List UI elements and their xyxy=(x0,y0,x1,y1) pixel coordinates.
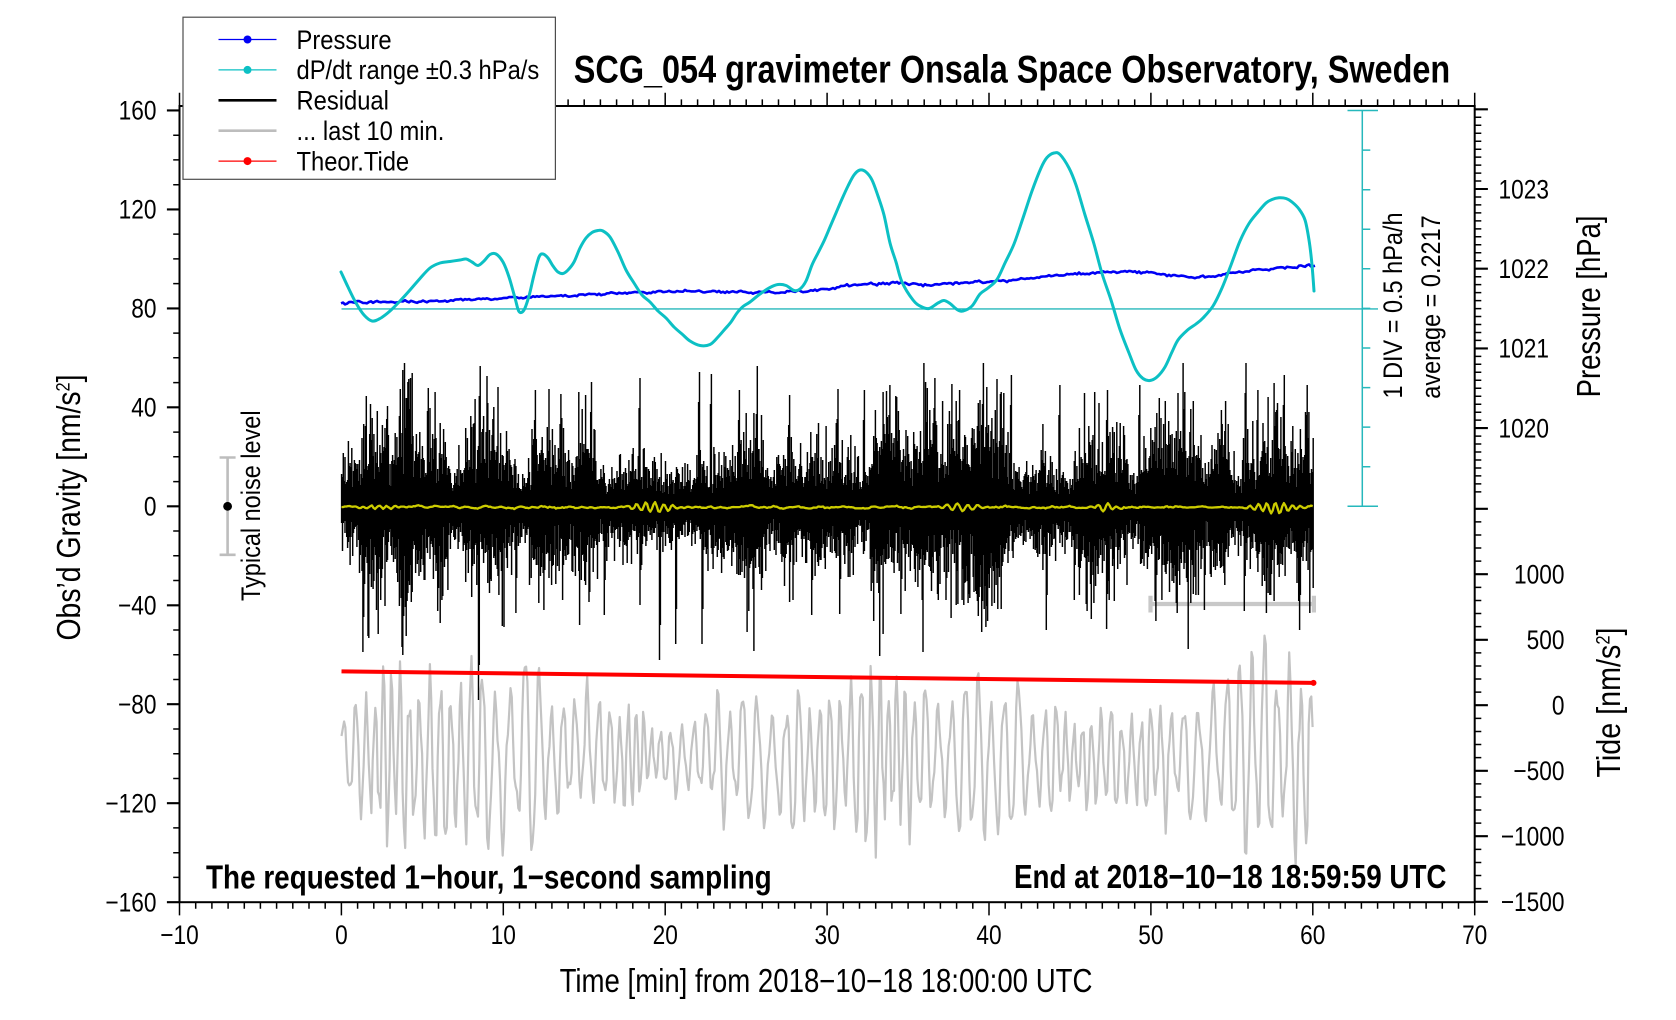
svg-text:10: 10 xyxy=(491,920,516,950)
svg-text:−40: −40 xyxy=(118,591,156,621)
svg-text:70: 70 xyxy=(1462,920,1487,950)
svg-text:1023: 1023 xyxy=(1499,174,1549,204)
svg-text:0: 0 xyxy=(144,492,157,522)
svg-text:1 DIV = 0.5 hPa/h: 1 DIV = 0.5 hPa/h xyxy=(1379,212,1409,398)
svg-text:40: 40 xyxy=(976,920,1001,950)
svg-text:Pressure: Pressure xyxy=(297,25,392,55)
svg-text:−1000: −1000 xyxy=(1501,822,1565,852)
svg-text:−80: −80 xyxy=(118,690,156,720)
svg-text:120: 120 xyxy=(119,195,157,225)
svg-text:50: 50 xyxy=(1138,920,1163,950)
svg-text:60: 60 xyxy=(1300,920,1325,950)
svg-text:End at 2018−10−18 18:59:59 UTC: End at 2018−10−18 18:59:59 UTC xyxy=(1014,858,1447,896)
svg-text:Time [min] from 2018−10−18 18:: Time [min] from 2018−10−18 18:00:00 UTC xyxy=(560,963,1093,1000)
svg-text:SCG_054 gravimeter Onsala Spac: SCG_054 gravimeter Onsala Space Observat… xyxy=(574,47,1450,91)
svg-text:−1500: −1500 xyxy=(1501,887,1565,917)
svg-text:20: 20 xyxy=(653,920,678,950)
svg-text:40: 40 xyxy=(131,393,156,423)
svg-text:1021: 1021 xyxy=(1499,334,1549,364)
svg-text:1020: 1020 xyxy=(1499,414,1549,444)
svg-text:−10: −10 xyxy=(160,920,198,950)
svg-text:30: 30 xyxy=(814,920,839,950)
svg-text:... last 10 min.: ... last 10 min. xyxy=(297,117,445,147)
svg-text:Typical noise level: Typical noise level xyxy=(237,410,267,601)
svg-text:1000: 1000 xyxy=(1514,560,1564,590)
svg-text:0: 0 xyxy=(1552,691,1565,721)
svg-text:The requested 1−hour, 1−second: The requested 1−hour, 1−second sampling xyxy=(206,858,772,896)
svg-text:dP/dt range ±0.3 hPa/s: dP/dt range ±0.3 hPa/s xyxy=(297,56,540,86)
svg-text:Residual: Residual xyxy=(297,86,389,116)
svg-text:−500: −500 xyxy=(1513,756,1564,786)
svg-text:500: 500 xyxy=(1527,625,1565,655)
svg-text:Tide [nm/s2]: Tide [nm/s2] xyxy=(1590,627,1627,777)
svg-text:−160: −160 xyxy=(105,888,156,918)
svg-text:0: 0 xyxy=(335,920,348,950)
svg-text:80: 80 xyxy=(131,294,156,324)
svg-text:Theor.Tide: Theor.Tide xyxy=(297,147,410,177)
svg-text:1022: 1022 xyxy=(1499,254,1549,284)
svg-text:average = 0.2217: average = 0.2217 xyxy=(1417,215,1447,398)
svg-text:Obs’d Gravity [nm/s2]: Obs’d Gravity [nm/s2] xyxy=(50,374,88,640)
svg-text:160: 160 xyxy=(119,96,157,126)
svg-text:−120: −120 xyxy=(105,789,156,819)
svg-text:Pressure [hPa]: Pressure [hPa] xyxy=(1571,215,1608,397)
